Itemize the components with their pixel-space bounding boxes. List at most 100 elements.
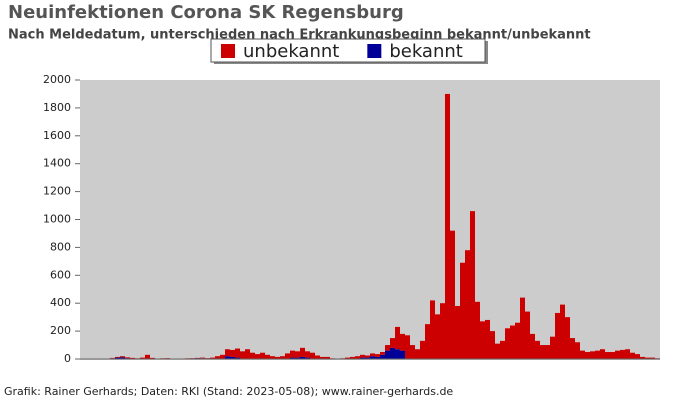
bar-segment [200,358,205,359]
y-tick-label: 0 [64,352,71,365]
plot-area [80,80,660,360]
bar-segment [595,351,600,359]
bar-segment [550,337,555,359]
bar-segment [400,334,405,351]
bar-segment [240,351,245,359]
bar-segment [360,355,365,358]
bar-segment [410,345,415,359]
bar-segment [625,349,630,359]
bar-segment [390,348,395,359]
y-tick-label: 800 [50,240,71,253]
bar-segment [250,353,255,359]
y-tick-label: 1400 [43,157,71,170]
bar-segment [365,356,370,358]
y-tick-label: 400 [50,296,71,309]
bar-segment [145,355,150,359]
bar-segment [260,353,265,359]
bar-segment [315,356,320,359]
bar-segment [230,350,235,357]
bar-segment [305,351,310,357]
bar-segment [425,324,430,359]
bar-segment [390,338,395,348]
bar-segment [415,349,420,359]
bar-segment [590,351,595,359]
bar-segment [580,351,585,359]
bar-segment [235,349,240,358]
bar-segment [455,306,460,359]
bar-segment [540,345,545,359]
bar-segment [610,352,615,359]
chart-title: Neuinfektionen Corona SK Regensburg [8,2,404,23]
bar-segment [630,353,635,359]
bar-segment [530,334,535,359]
bar-segment [440,303,445,359]
bar-segment [510,326,515,359]
bar-segment [500,341,505,359]
bar-segment [490,331,495,359]
bar-segment [385,345,390,351]
bar-segment [525,312,530,359]
bar-segment [620,350,625,359]
y-tick-label: 1200 [43,185,71,198]
bar-segment [520,298,525,359]
bar-segment [395,349,400,359]
bar-segment [375,354,380,357]
bar-segment [600,349,605,359]
bar-segment [535,341,540,359]
y-tick-label: 1600 [43,129,71,142]
bar-segment [465,250,470,359]
bar-segment [475,302,480,359]
bar-segment [220,355,225,359]
bar-segment [570,338,575,359]
y-tick-label: 600 [50,268,71,281]
legend-label: bekannt [389,41,463,62]
bar-segment [290,351,295,358]
bar-segment [255,354,260,359]
bar-segment [485,320,490,359]
bar-segment [585,352,590,359]
bar-segment [470,211,475,359]
bar-segment [480,321,485,359]
bar-segment [295,351,300,357]
y-tick-label: 1800 [43,101,71,114]
bar-segment [505,328,510,359]
bar-segment [495,344,500,359]
bar-segment [380,352,385,355]
bar-segment [265,355,270,359]
bar-segment [635,354,640,359]
footer: Grafik: Rainer Gerhards; Daten: RKI (Sta… [4,385,453,398]
bar-segment [225,349,230,356]
bar-segment [605,352,610,359]
bar-segment [515,323,520,359]
y-tick-label: 2000 [43,73,71,86]
bar-segment [245,349,250,359]
legend-swatch [221,44,235,58]
bar-segment [285,353,290,359]
bar-segment [385,351,390,359]
bar-segment [120,356,125,357]
bar-segment [380,355,385,359]
legend-label: unbekannt [243,41,339,62]
bar-segment [545,345,550,359]
bar-segment [300,348,305,357]
bar-segment [445,94,450,359]
bar-segment [560,305,565,359]
bar-segment [615,351,620,359]
y-tick-label: 200 [50,324,71,337]
bar-segment [420,341,425,359]
bar-segment [555,313,560,359]
bar-segment [575,342,580,359]
bar-segment [370,353,375,356]
legend-swatch [367,44,381,58]
bar-segment [310,353,315,359]
bar-segment [395,327,400,349]
bar-segment [115,357,120,358]
legend: unbekannt bekannt [211,39,488,64]
bar-segment [435,314,440,359]
bar-segment [450,231,455,359]
y-tick-label: 1000 [43,213,71,226]
bar-segment [430,300,435,359]
bar-segment [460,263,465,359]
bar-segment [400,351,405,359]
